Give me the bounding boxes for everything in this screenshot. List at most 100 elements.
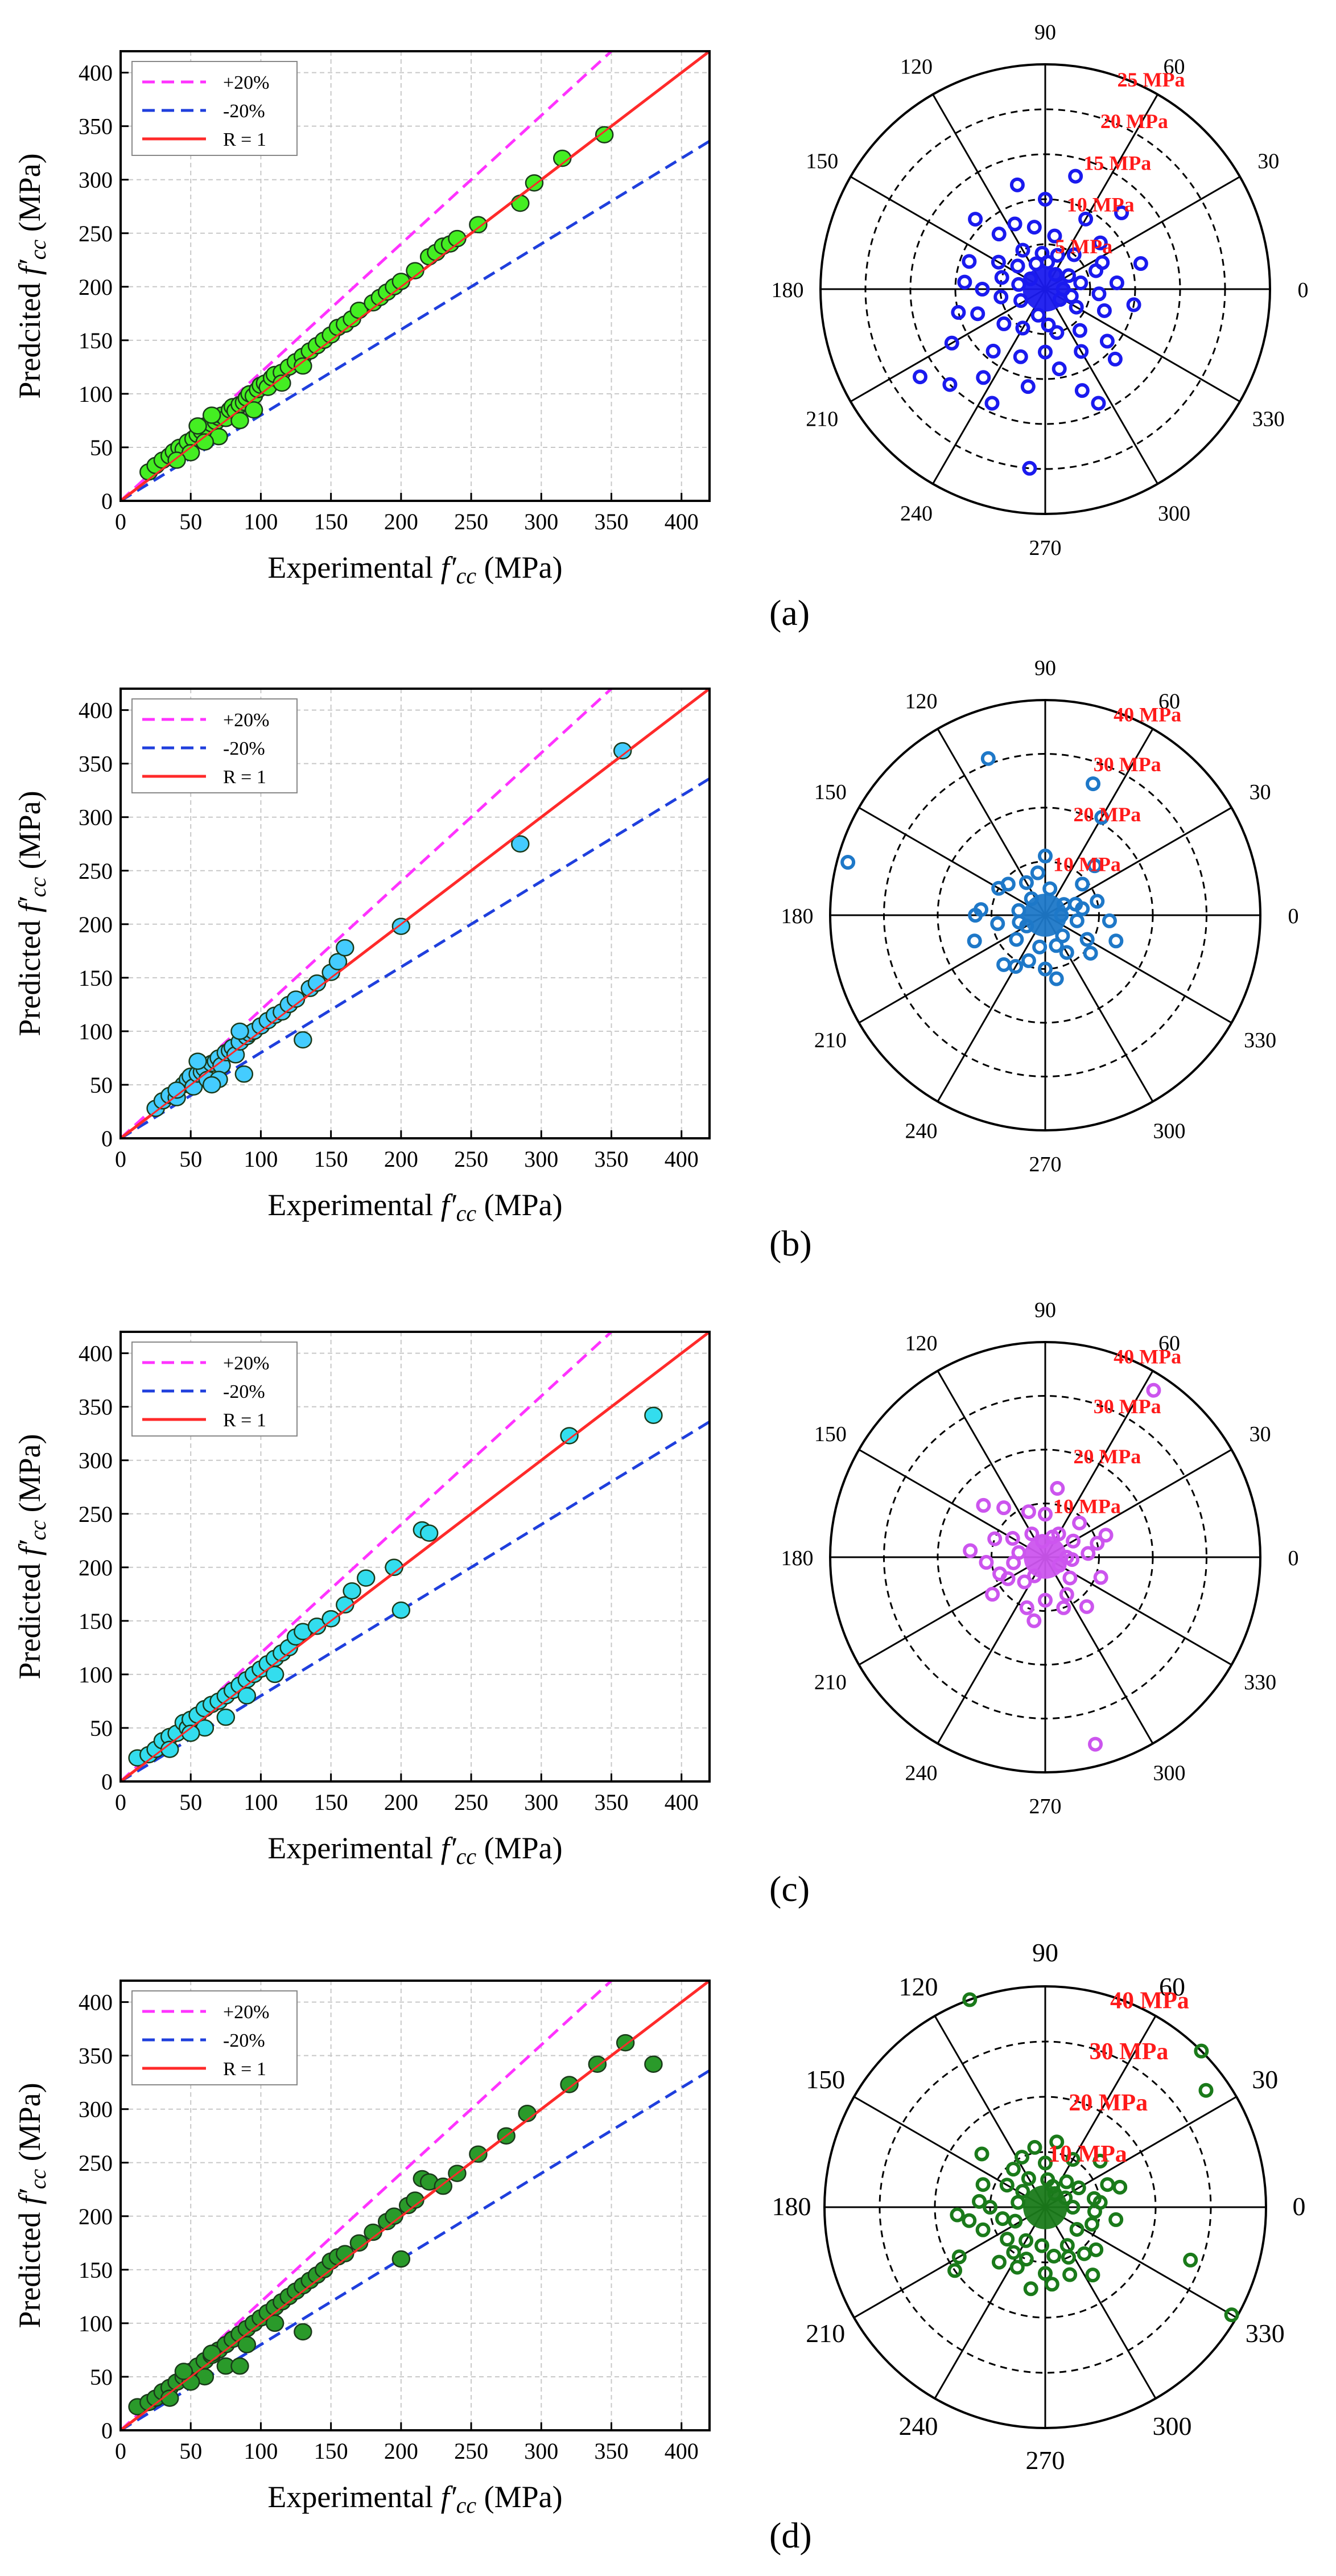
legend-label: R = 1 [223, 1410, 266, 1431]
polar-ring-label: 30 MPa [1094, 1395, 1161, 1418]
y-axis-label-prefix: Predicted [13, 2204, 47, 2328]
x-axis-label-suffix: (MPa) [476, 1831, 562, 1865]
polar-spoke [1045, 914, 1232, 1024]
polar-spoke [1044, 289, 1158, 484]
x-tick-label: 50 [179, 1789, 202, 1815]
legend-label: +20% [223, 710, 270, 731]
x-axis-label: Experimental f′cc (MPa) [267, 550, 562, 589]
x-tick-label: 200 [384, 1789, 418, 1815]
x-tick-label: 300 [524, 509, 558, 534]
legend-label: -20% [223, 101, 265, 122]
polar-data-point [1050, 1481, 1065, 1496]
polar-data-point [1013, 349, 1028, 364]
polar-data-point [1015, 320, 1030, 336]
data-point [595, 126, 614, 143]
polar-data-point [957, 274, 972, 290]
polar-data-point [1027, 2139, 1042, 2155]
data-point [202, 406, 221, 424]
x-tick-label: 150 [314, 2438, 348, 2464]
polar-data-point [1038, 1507, 1053, 1522]
y-tick-label: 100 [79, 1019, 113, 1044]
x-axis-label: Experimental f′cc (MPa) [267, 1188, 562, 1226]
y-axis-label-prefix: Predcited [13, 275, 47, 398]
polar-data-point [1000, 877, 1016, 892]
x-axis-label-symbol: f′ [441, 2480, 457, 2514]
x-tick-label: 400 [665, 1789, 699, 1815]
polar-data-point [1068, 168, 1083, 184]
polar-data-point [1055, 928, 1070, 944]
polar-data-point [985, 1587, 1000, 1602]
polar-angle-label: 120 [905, 689, 938, 713]
polar-data-point [993, 289, 1009, 304]
polar-data-point [1049, 2134, 1065, 2150]
x-tick-label: 350 [595, 2438, 629, 2464]
polar-data-point [1072, 1515, 1087, 1530]
polar-angle-label: 30 [1250, 780, 1271, 804]
polar-spoke [1044, 1370, 1154, 1558]
polar-data-point [1019, 1600, 1034, 1615]
polar-angle-label: 60 [1164, 55, 1185, 79]
y-axis-label-sub: cc [25, 2169, 51, 2190]
polar-data-point [1078, 211, 1094, 227]
y-axis-label: Predicted f′cc (MPa) [13, 791, 51, 1036]
r1-line-overlay [121, 1332, 710, 1781]
x-tick-label: 200 [384, 1146, 418, 1172]
polar-data-point [1072, 323, 1087, 338]
x-tick-label: 150 [314, 1146, 348, 1172]
legend-box [131, 61, 298, 156]
polar-data-point [1088, 1736, 1103, 1752]
polar-ring-label: 15 MPa [1083, 151, 1151, 174]
data-point [195, 433, 215, 451]
polar-ring-label: 30 MPa [1090, 2039, 1169, 2065]
data-point [265, 1665, 284, 1684]
polar-data-point [1009, 177, 1025, 192]
polar-ring-label: 10 MPa [1053, 1495, 1121, 1517]
data-point [328, 953, 348, 970]
polar-data-point [1062, 2267, 1078, 2282]
y-tick-label: 400 [79, 698, 113, 723]
polar-data-point [1024, 1526, 1040, 1542]
polar-angle-label: 240 [905, 1762, 938, 1785]
r1-line-overlay [121, 51, 710, 501]
polar-data-point [1038, 1592, 1053, 1608]
polar-spoke [1044, 2207, 1157, 2399]
polar-data-point [1049, 971, 1064, 986]
polar-angle-label: 240 [905, 1120, 938, 1143]
plot-frame [119, 1331, 711, 1783]
data-point [321, 1610, 340, 1628]
y-tick-label: 300 [79, 167, 113, 193]
y-tick-label: 150 [79, 965, 113, 991]
polar-data-point [1011, 903, 1026, 918]
polar-data-point [1079, 1599, 1094, 1614]
polar-spoke [1044, 1557, 1154, 1744]
data-point [294, 1031, 312, 1049]
data-point [234, 1065, 254, 1083]
polar-data-point [1066, 1533, 1081, 1549]
y-axis-label-symbol: f′ [13, 896, 47, 912]
polar-data-point [1020, 379, 1036, 394]
polar-spoke [858, 806, 1046, 916]
legend-label: R = 1 [223, 2059, 266, 2080]
polar-ring-label: 10 MPa [1048, 2141, 1127, 2167]
polar-angle-label: 150 [814, 780, 847, 804]
polar-data-point [1062, 1570, 1078, 1586]
x-tick-label: 300 [524, 2438, 558, 2464]
polar-data-point [1126, 297, 1141, 312]
polar-angle-label: 180 [772, 2192, 811, 2221]
legend-label: R = 1 [223, 129, 266, 150]
polar-angle-label: 210 [814, 1670, 847, 1694]
polar-data-point [1085, 2216, 1100, 2232]
y-axis-label: Predicted f′cc (MPa) [13, 2083, 51, 2328]
data-point [613, 742, 632, 760]
data-point [230, 411, 249, 430]
polar-ring-label: 30 MPa [1094, 753, 1161, 776]
x-tick-label: 50 [179, 509, 202, 534]
x-tick-label: 400 [665, 1146, 699, 1172]
data-point [644, 2055, 663, 2073]
polar-data-point [1050, 248, 1065, 263]
polar-data-point [1040, 2172, 1055, 2187]
polar-angle-label: 0 [1298, 278, 1309, 302]
polar-data-point [1032, 939, 1048, 954]
x-tick-label: 350 [595, 1146, 629, 1172]
